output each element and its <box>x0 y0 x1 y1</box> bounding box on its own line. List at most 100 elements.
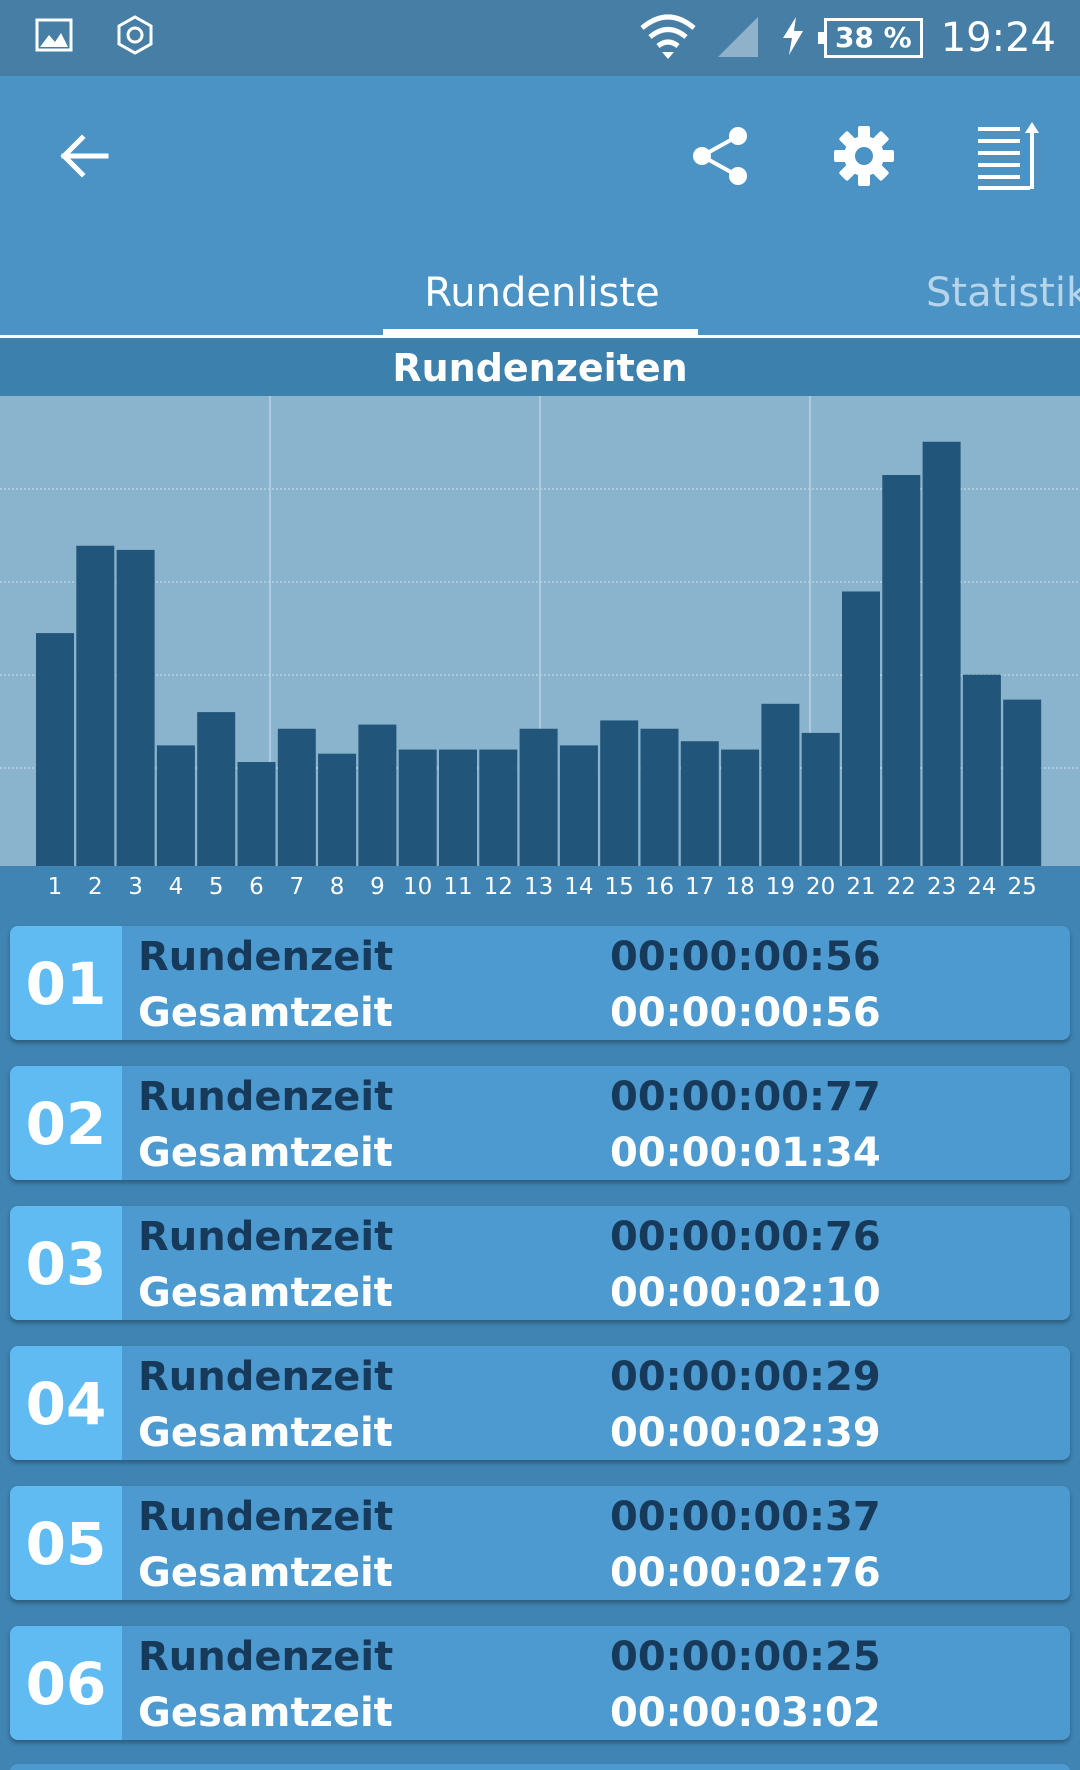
x-tick-label: 11 <box>443 874 473 900</box>
chart-bar-8 <box>318 753 357 866</box>
share-button[interactable] <box>678 116 762 200</box>
lap-card[interactable]: 01 Rundenzeit 00:00:00:56 Gesamtzeit 00:00:0… <box>10 926 1070 1040</box>
x-tick-label: 18 <box>725 874 755 900</box>
total-time-label: Gesamtzeit <box>138 990 393 1036</box>
total-time-value: 00:00:00:56 <box>610 990 881 1036</box>
hexagon-icon <box>114 14 156 61</box>
chart-bar-25 <box>1003 699 1042 866</box>
lap-card[interactable]: 03 Rundenzeit 00:00:00:76 Gesamtzeit 00:00:0… <box>10 1206 1070 1320</box>
lap-time-label: Rundenzeit <box>138 1214 394 1260</box>
x-tick-label: 19 <box>765 874 796 900</box>
chart-bar-12 <box>479 749 518 866</box>
chart-bar-10 <box>398 749 437 866</box>
signal-icon <box>714 13 762 64</box>
wifi-icon <box>640 12 696 65</box>
lap-card[interactable]: 04 Rundenzeit 00:00:00:29 Gesamtzeit 00:00:0… <box>10 1346 1070 1460</box>
chart-title: Rundenzeiten <box>0 338 1080 396</box>
lap-time-label: Rundenzeit <box>138 934 394 980</box>
x-tick-label: 24 <box>967 874 997 900</box>
back-button[interactable] <box>42 116 126 200</box>
chart-bar-9 <box>358 724 397 866</box>
lap-time-label: Rundenzeit <box>138 1354 394 1400</box>
sort-list-icon <box>974 121 1042 196</box>
total-time-label: Gesamtzeit <box>138 1270 393 1316</box>
settings-button[interactable] <box>822 116 906 200</box>
chart-bar-21 <box>842 591 880 866</box>
status-bar: 38 % 19:24 <box>0 0 1080 76</box>
lap-time-value: 00:00:00:56 <box>610 934 881 980</box>
chart-bar-14 <box>559 745 598 866</box>
lap-time-value: 00:00:00:29 <box>610 1354 881 1400</box>
active-tab-indicator <box>383 329 698 336</box>
x-tick-label: 2 <box>87 874 103 900</box>
x-tick-label: 8 <box>329 874 345 900</box>
x-tick-label: 22 <box>886 874 916 900</box>
chart-bar-23 <box>922 441 961 866</box>
chart-bar-11 <box>439 749 477 866</box>
total-time-label: Gesamtzeit <box>138 1130 393 1176</box>
chart-bar-19 <box>761 703 800 866</box>
chart-bar-16 <box>640 728 679 866</box>
lap-list: 01 Rundenzeit 00:00:00:56 Gesamtzeit 00:00:0… <box>10 926 1070 1766</box>
lap-number: 01 <box>10 926 122 1040</box>
lap-card[interactable]: 02 Rundenzeit 00:00:00:77 Gesamtzeit 00:00:0… <box>10 1066 1070 1180</box>
lap-card[interactable]: 05 Rundenzeit 00:00:00:37 Gesamtzeit 00:00:0… <box>10 1486 1070 1600</box>
total-time-value: 00:00:01:34 <box>610 1130 881 1176</box>
total-time-label: Gesamtzeit <box>138 1690 393 1736</box>
x-tick-label: 9 <box>370 874 385 900</box>
chart-bar-2 <box>76 545 115 866</box>
lap-time-label: Rundenzeit <box>138 1494 394 1540</box>
chart-bar-3 <box>116 549 155 866</box>
total-time-value: 00:00:02:10 <box>610 1270 881 1316</box>
total-time-label: Gesamtzeit <box>138 1410 393 1456</box>
chart-bar-1 <box>36 633 74 866</box>
lap-number: 05 <box>10 1486 122 1600</box>
x-tick-label: 10 <box>403 874 433 900</box>
chart-bar-24 <box>962 674 1001 866</box>
x-tick-label: 13 <box>523 874 554 900</box>
app-bar <box>0 76 1080 242</box>
x-tick-label: 6 <box>249 874 264 900</box>
x-tick-label: 15 <box>604 874 634 900</box>
chart-bar-18 <box>721 749 760 866</box>
total-time-value: 00:00:02:76 <box>610 1550 881 1596</box>
lap-time-label: Rundenzeit <box>138 1074 394 1120</box>
lap-times-chart <box>0 396 1080 866</box>
x-tick-label: 21 <box>846 874 876 900</box>
tab-rundenliste[interactable]: Rundenliste <box>424 270 660 316</box>
x-tick-label: 16 <box>644 874 675 900</box>
tab-statistik[interactable]: Statistik <box>926 270 1080 316</box>
status-time: 19:24 <box>940 15 1056 61</box>
chart-bar-17 <box>680 741 719 866</box>
image-icon <box>34 15 74 60</box>
lap-number: 04 <box>10 1346 122 1460</box>
total-time-label: Gesamtzeit <box>138 1550 393 1596</box>
x-tick-label: 3 <box>128 874 143 900</box>
x-tick-label: 4 <box>168 874 184 900</box>
charging-icon <box>780 16 806 61</box>
lap-number: 02 <box>10 1066 122 1180</box>
lap-time-value: 00:00:00:37 <box>610 1494 881 1540</box>
x-tick-label: 20 <box>806 874 836 900</box>
lap-card-partial[interactable] <box>10 1764 1070 1770</box>
sort-list-button[interactable] <box>966 116 1050 200</box>
chart-bar-7 <box>277 728 316 866</box>
lap-time-value: 00:00:00:76 <box>610 1214 881 1260</box>
chart-bar-20 <box>801 732 840 866</box>
x-tick-label: 12 <box>483 874 513 900</box>
tab-bar: Rundenliste Statistik <box>0 242 1080 338</box>
lap-time-value: 00:00:00:77 <box>610 1074 881 1120</box>
x-tick-label: 5 <box>208 874 224 900</box>
chart-bar-13 <box>519 728 558 866</box>
lap-card[interactable]: 06 Rundenzeit 00:00:00:25 Gesamtzeit 00:00:0… <box>10 1626 1070 1740</box>
back-arrow-icon <box>56 128 112 189</box>
share-icon <box>688 124 752 193</box>
chart-bar-22 <box>882 475 921 866</box>
battery-indicator: 38 % <box>817 18 923 58</box>
lap-time-label: Rundenzeit <box>138 1634 394 1680</box>
total-time-value: 00:00:03:02 <box>610 1690 881 1736</box>
x-tick-label: 25 <box>1007 874 1037 900</box>
chart-bar-4 <box>156 745 195 866</box>
chart-bar-6 <box>237 762 276 866</box>
lap-time-value: 00:00:00:25 <box>610 1634 881 1680</box>
